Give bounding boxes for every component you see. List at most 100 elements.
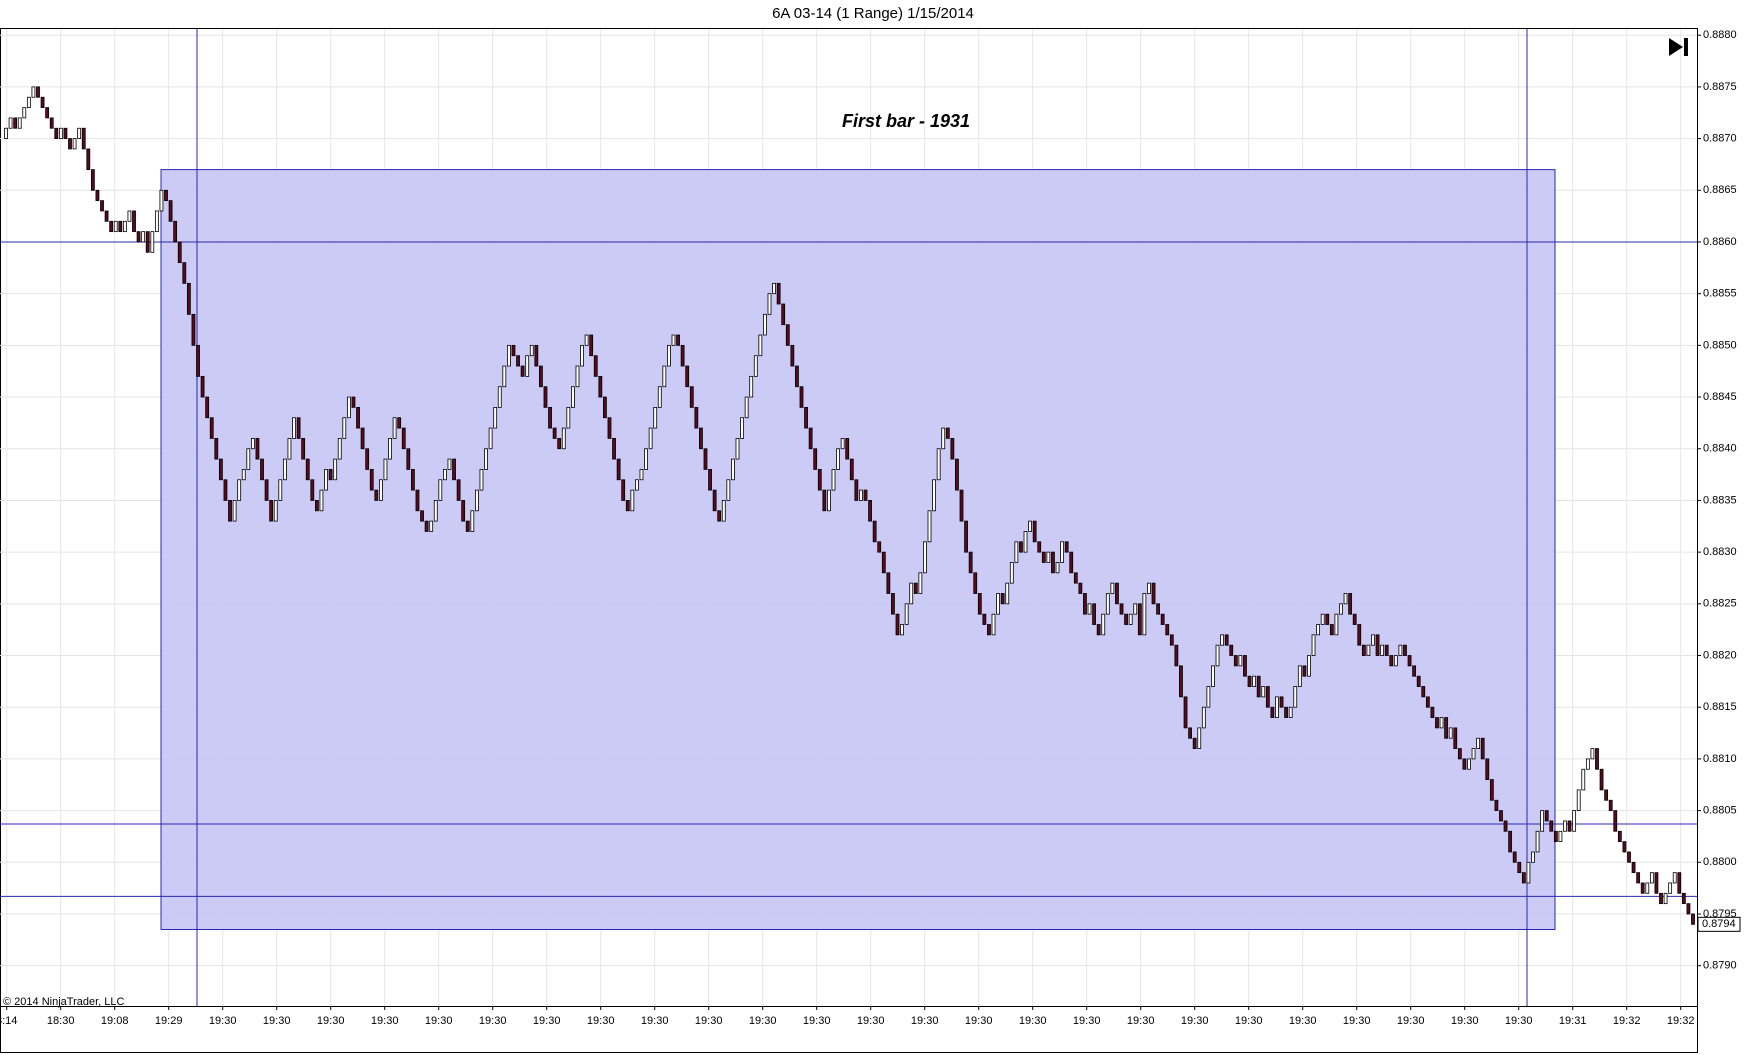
candle-body	[8, 117, 13, 129]
candle-body	[1147, 582, 1151, 594]
go-to-end-icon[interactable]	[1669, 38, 1688, 56]
candle-body	[461, 500, 466, 522]
candle-body	[872, 520, 877, 543]
candle-body	[17, 117, 22, 129]
candle-body	[1535, 830, 1540, 853]
candle-body	[699, 427, 703, 450]
candle-body	[1604, 789, 1609, 801]
candle-body	[603, 396, 607, 419]
candle-body	[1329, 624, 1334, 636]
candle-body	[1517, 861, 1522, 874]
candle-body	[420, 510, 424, 522]
candle-body	[406, 448, 411, 470]
candle-body	[365, 448, 370, 470]
candle-body	[81, 127, 86, 150]
candle-body	[1105, 593, 1110, 615]
candle-body	[255, 438, 260, 460]
y-tick-label: 0.8810	[1703, 753, 1737, 765]
candle-body	[488, 427, 493, 450]
candle-body	[731, 458, 735, 481]
candle-body	[442, 469, 447, 481]
y-tick-label: 0.8865	[1703, 184, 1737, 196]
candle-body	[1659, 892, 1663, 905]
candle-body	[1316, 624, 1321, 636]
candle-body	[854, 479, 859, 501]
candle-body	[717, 510, 722, 522]
candle-body	[296, 417, 301, 439]
candle-body	[122, 220, 127, 233]
x-tick-label: 19:30	[1181, 1015, 1209, 1027]
candle-body	[950, 438, 955, 460]
candle-body	[671, 334, 676, 346]
candle-body	[781, 303, 786, 326]
candle-body	[982, 613, 987, 625]
candle-body	[1197, 727, 1202, 749]
candle-body	[845, 438, 850, 460]
candle-body	[918, 572, 923, 594]
candle-body	[772, 282, 776, 295]
candle-body	[525, 355, 530, 377]
candle-body	[667, 344, 671, 367]
candle-body	[1311, 634, 1316, 656]
candle-body	[1581, 768, 1586, 791]
candle-body	[1462, 758, 1467, 770]
candle-body	[63, 127, 68, 139]
candle-body	[369, 469, 374, 491]
candle-body	[1640, 882, 1645, 894]
candle-body	[1348, 593, 1353, 615]
candle-body	[703, 448, 708, 470]
x-tick-label: 19:30	[1397, 1015, 1425, 1027]
x-tick-label: 19:08	[101, 1015, 129, 1027]
candle-body	[589, 334, 594, 357]
candle-body	[968, 551, 973, 574]
candle-body	[1531, 851, 1535, 863]
candle-body	[753, 355, 758, 377]
candle-body	[913, 582, 918, 594]
candle-body	[1279, 696, 1284, 708]
candle-body	[1087, 603, 1092, 615]
x-tick-label: 19:30	[317, 1015, 345, 1027]
candle-body	[150, 231, 155, 253]
candle-body	[356, 406, 360, 429]
candle-body	[164, 189, 168, 202]
candle-body	[246, 448, 251, 470]
candle-body	[1403, 644, 1407, 656]
y-tick-label: 0.8880	[1703, 29, 1737, 41]
candle-body	[278, 479, 283, 501]
icon-bar[interactable]	[1684, 38, 1688, 56]
candle-body	[1563, 820, 1567, 832]
candle-body	[86, 148, 91, 171]
candle-body	[1233, 655, 1238, 667]
candle-body	[1124, 613, 1128, 625]
candle-body	[1206, 686, 1211, 708]
candle-body	[1288, 706, 1293, 718]
candle-body	[1060, 541, 1064, 563]
candle-body	[895, 613, 900, 636]
candle-body	[72, 138, 77, 150]
x-tick-label: 19:30	[641, 1015, 669, 1027]
candle-body	[1567, 820, 1572, 832]
candle-body	[639, 469, 644, 481]
candle-body	[328, 469, 333, 481]
candle-body	[598, 375, 603, 398]
candle-body	[36, 86, 40, 98]
x-tick-label: 19:30	[479, 1015, 507, 1027]
bars	[4, 86, 1695, 925]
candle-body	[1467, 758, 1471, 770]
candle-body	[1009, 562, 1014, 584]
candle-body	[113, 220, 118, 233]
icon-triangle[interactable]	[1669, 38, 1683, 56]
candle-body	[575, 365, 580, 388]
y-tick-label: 0.8875	[1703, 81, 1737, 93]
candle-body	[785, 324, 790, 346]
candle-body	[360, 427, 365, 450]
candle-body	[1553, 830, 1558, 843]
x-tick-label: 19:30	[371, 1015, 399, 1027]
candle-body	[1115, 582, 1119, 605]
candle-body	[822, 489, 827, 512]
candle-body	[831, 469, 836, 491]
candle-body	[708, 469, 712, 491]
candle-body	[1000, 593, 1005, 605]
candle-body	[1549, 820, 1554, 832]
